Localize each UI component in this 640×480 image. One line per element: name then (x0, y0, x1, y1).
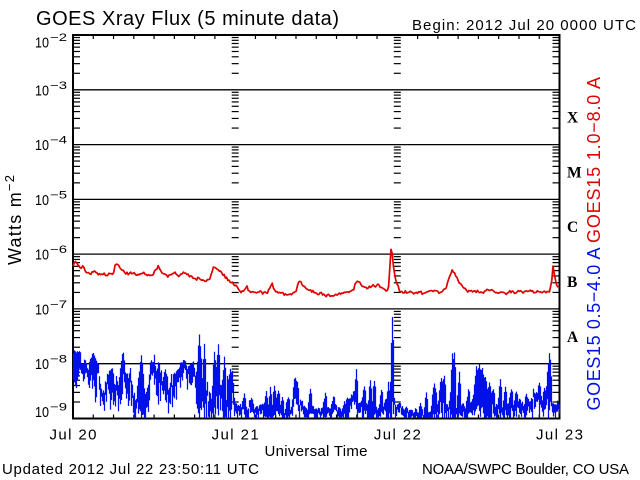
svg-text:C: C (567, 219, 578, 236)
svg-text:Watts m−2: Watts m−2 (2, 175, 25, 265)
svg-text:GOES15 0.5−4.0 A: GOES15 0.5−4.0 A (584, 248, 604, 411)
svg-text:−7: −7 (50, 299, 67, 311)
svg-text:M: M (567, 165, 582, 182)
svg-text:−6: −6 (50, 244, 67, 256)
svg-text:−9: −9 (50, 402, 67, 414)
svg-text:−2: −2 (50, 32, 67, 44)
svg-text:−3: −3 (50, 80, 67, 92)
svg-text:10: 10 (35, 192, 49, 209)
svg-text:B: B (567, 274, 577, 291)
svg-text:−5: −5 (50, 189, 67, 201)
svg-text:10: 10 (35, 356, 49, 373)
svg-text:10: 10 (35, 82, 49, 99)
svg-text:Jul 22: Jul 22 (374, 427, 421, 444)
svg-text:−4: −4 (50, 135, 67, 147)
svg-text:10: 10 (35, 35, 49, 52)
svg-text:Jul 20: Jul 20 (50, 427, 97, 444)
svg-text:10: 10 (35, 247, 49, 264)
svg-text:Updated 2012 Jul 22 23:50:11 U: Updated 2012 Jul 22 23:50:11 UTC (2, 461, 259, 478)
svg-text:GOES Xray Flux (5 minute data): GOES Xray Flux (5 minute data) (36, 8, 339, 30)
svg-text:10: 10 (35, 301, 49, 318)
svg-text:X: X (567, 110, 579, 127)
svg-text:A: A (567, 329, 579, 346)
svg-text:−8: −8 (50, 354, 67, 366)
svg-text:GOES15 1.0−8.0 A: GOES15 1.0−8.0 A (584, 77, 604, 243)
svg-text:10: 10 (35, 137, 49, 154)
svg-text:NOAA/SWPC Boulder, CO USA: NOAA/SWPC Boulder, CO USA (422, 461, 629, 478)
svg-text:10: 10 (35, 404, 49, 421)
svg-text:Universal Time: Universal Time (265, 443, 368, 460)
svg-text:Begin: 2012 Jul 20 0000 UTC: Begin: 2012 Jul 20 0000 UTC (412, 17, 636, 34)
svg-text:Jul 23: Jul 23 (536, 427, 583, 444)
svg-text:Jul 21: Jul 21 (212, 427, 259, 444)
